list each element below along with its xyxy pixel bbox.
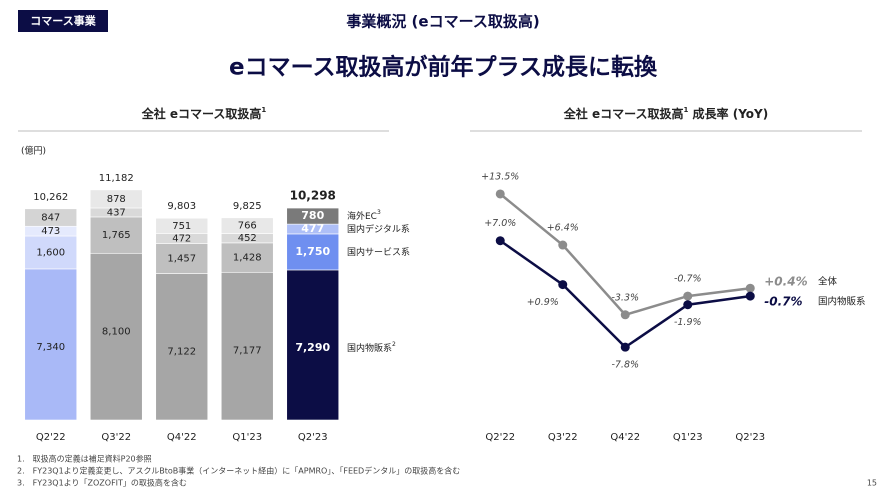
legend-name: 海外EC [347,210,377,222]
bar-segment [155,217,209,235]
legend-label: 海外EC3 [347,209,381,222]
bar-segment [155,243,209,274]
x-tick-label: Q2'23 [298,432,328,443]
value-label: -0.7% [764,295,802,309]
x-tick-label: Q3'22 [548,432,578,443]
value-label: 1,457 [167,253,196,264]
point [558,240,568,250]
bar-segment [220,217,274,234]
footnote: 3. FY23Q1より「ZOZOFIT」の取扱高を含む [17,478,187,488]
x-tick-label: Q1'23 [673,432,703,443]
bar-segment [89,189,143,209]
footnote: 1. 取扱高の定義は補足資料P20参照 [17,454,152,464]
point [620,310,630,320]
total-label: 10,298 [290,189,336,203]
bar-segment [286,269,340,421]
value-label: 452 [238,233,257,244]
bar-segment [24,268,78,421]
value-label: 7,340 [36,342,65,353]
value-label: 473 [41,226,60,237]
legend-name: 国内物販系 [347,341,392,353]
legend-name: 国内サービス系 [347,245,410,257]
bar-segment [155,273,209,421]
value-label: 1,600 [36,247,65,258]
value-label: 477 [301,222,324,235]
value-label: 751 [172,221,191,232]
x-tick-label: Q4'22 [610,432,640,443]
title-suffix: 成長率 (YoY) [688,106,768,121]
x-tick-label: Q1'23 [232,432,262,443]
legend-label: 国内物販系 [818,296,866,308]
bar-segment [24,208,78,227]
value-label: 847 [41,213,60,224]
value-label: -3.3% [611,292,639,303]
value-label: -0.7% [674,274,702,285]
chart-title: 全社 eコマース取扱高1 [141,106,267,121]
value-label: 766 [238,221,257,232]
value-label: +6.4% [547,223,579,234]
x-tick-label: Q3'22 [101,432,131,443]
value-label: 1,428 [233,253,262,264]
value-label: 7,122 [167,346,196,357]
headline: eコマース取扱高が前年プラス成長に転換 [229,54,658,81]
value-label: +7.0% [484,218,516,229]
unit-label: (億円) [21,145,46,157]
bar-segment [220,242,274,273]
value-label: 1,765 [102,230,131,241]
legend-label: 国内物販系2 [347,340,396,353]
point [620,342,630,352]
value-label: 472 [172,234,191,245]
value-label: 7,177 [233,345,262,356]
value-label: 7,290 [295,341,330,354]
footnote: 2. FY23Q1より定義変更し、アスクルBtoB事業（インターネット経由）に「… [17,466,460,476]
point [495,189,505,199]
tag: コマース事業 [30,14,96,28]
page-title: 事業概況 (eコマース取扱高) [346,13,539,31]
legend-label: 国内デジタル系 [347,223,410,235]
x-tick-label: Q2'22 [36,432,66,443]
legend-name: 国内デジタル系 [347,223,410,235]
chart-title: 全社 eコマース取扱高1 成長率 (YoY) [563,106,768,121]
point [683,300,693,310]
title-note: 1 [683,106,688,114]
value-label: 878 [107,194,126,205]
bar-segment [286,207,340,225]
legend-label: 国内サービス系 [347,245,410,257]
total-label: 9,825 [233,201,262,212]
legend-note: 3 [377,209,381,216]
page-number: 15 [867,479,877,488]
value-label: -7.8% [611,360,639,371]
point [745,283,755,293]
value-label: 780 [301,209,324,222]
bar-segment [220,271,274,421]
x-tick-label: Q2'22 [485,432,515,443]
point [558,280,568,290]
value-label: 437 [107,207,126,218]
value-label: +0.4% [764,275,807,289]
point [683,291,693,301]
value-label: +13.5% [481,171,519,182]
legend-label: 全体 [818,276,838,288]
value-label: +0.9% [527,297,559,308]
total-label: 9,803 [167,201,196,212]
point [745,291,755,301]
value-label: -1.9% [674,317,702,328]
bar-segment [24,235,78,270]
title-text: 全社 eコマース取扱高 [141,106,262,121]
value-label: 1,750 [295,245,330,258]
point [495,236,505,246]
bar-segment [89,216,143,254]
title-text: 全社 eコマース取扱高 [563,106,684,121]
tag-box [18,10,108,32]
value-label: 8,100 [102,326,131,337]
legend-note: 2 [392,340,396,347]
bar-segment [286,233,340,271]
x-tick-label: Q2'23 [735,432,765,443]
x-tick-label: Q4'22 [167,432,197,443]
title-note: 1 [261,106,266,114]
total-label: 10,262 [33,192,68,203]
bar-segment [89,252,143,421]
total-label: 11,182 [99,173,134,184]
